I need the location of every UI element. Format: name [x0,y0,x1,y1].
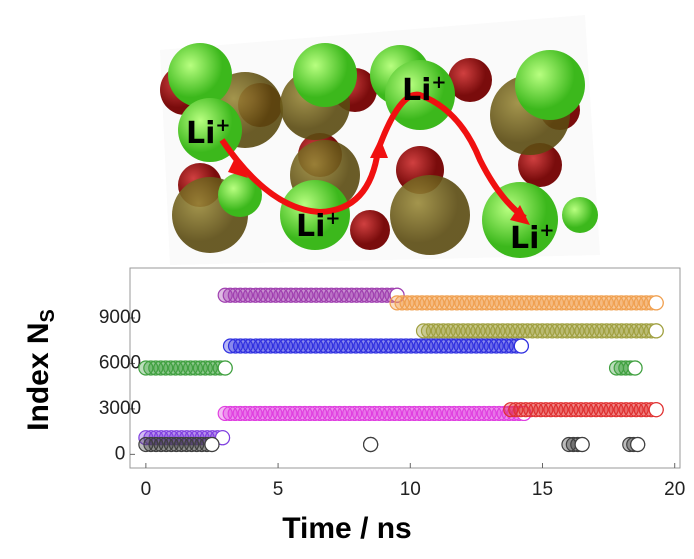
residence-band [417,324,664,338]
x-tick-label: 5 [273,479,284,500]
residence-point [218,361,232,375]
x-tick-label: 20 [664,479,685,500]
residence-band [218,288,404,302]
residence-point [364,438,378,452]
residence-point [631,438,645,452]
residence-band [364,438,378,452]
y-tick-label: 9000 [99,307,141,328]
figure: Li+ Li+ Li+ Li+ Time / ns Index NS 0 5 10 1… [0,0,694,559]
residence-point [628,361,642,375]
residence-band [390,296,663,310]
residence-band [623,438,645,452]
residence-point [649,296,663,310]
residence-band [218,406,531,420]
residence-point [649,324,663,338]
residence-band [562,438,589,452]
x-axis-label: Time / ns [282,512,412,545]
y-axis-label: Index NS [22,309,59,431]
x-tick-label: 15 [532,479,553,500]
x-tick-label: 10 [400,479,421,500]
residence-point [575,438,589,452]
x-tick-label: 0 [141,479,152,500]
residence-point [205,438,219,452]
residence-band [223,339,528,353]
residence-point [514,339,528,353]
residence-band [504,403,663,417]
residence-point [649,403,663,417]
y-tick-label: 3000 [99,398,141,419]
illustration: Li+ Li+ Li+ Li+ [160,15,600,265]
residence-band [139,361,232,375]
y-tick-label: 6000 [99,352,141,373]
residence-band [139,438,219,452]
residence-band [610,361,643,375]
y-tick-label: 0 [115,443,126,464]
